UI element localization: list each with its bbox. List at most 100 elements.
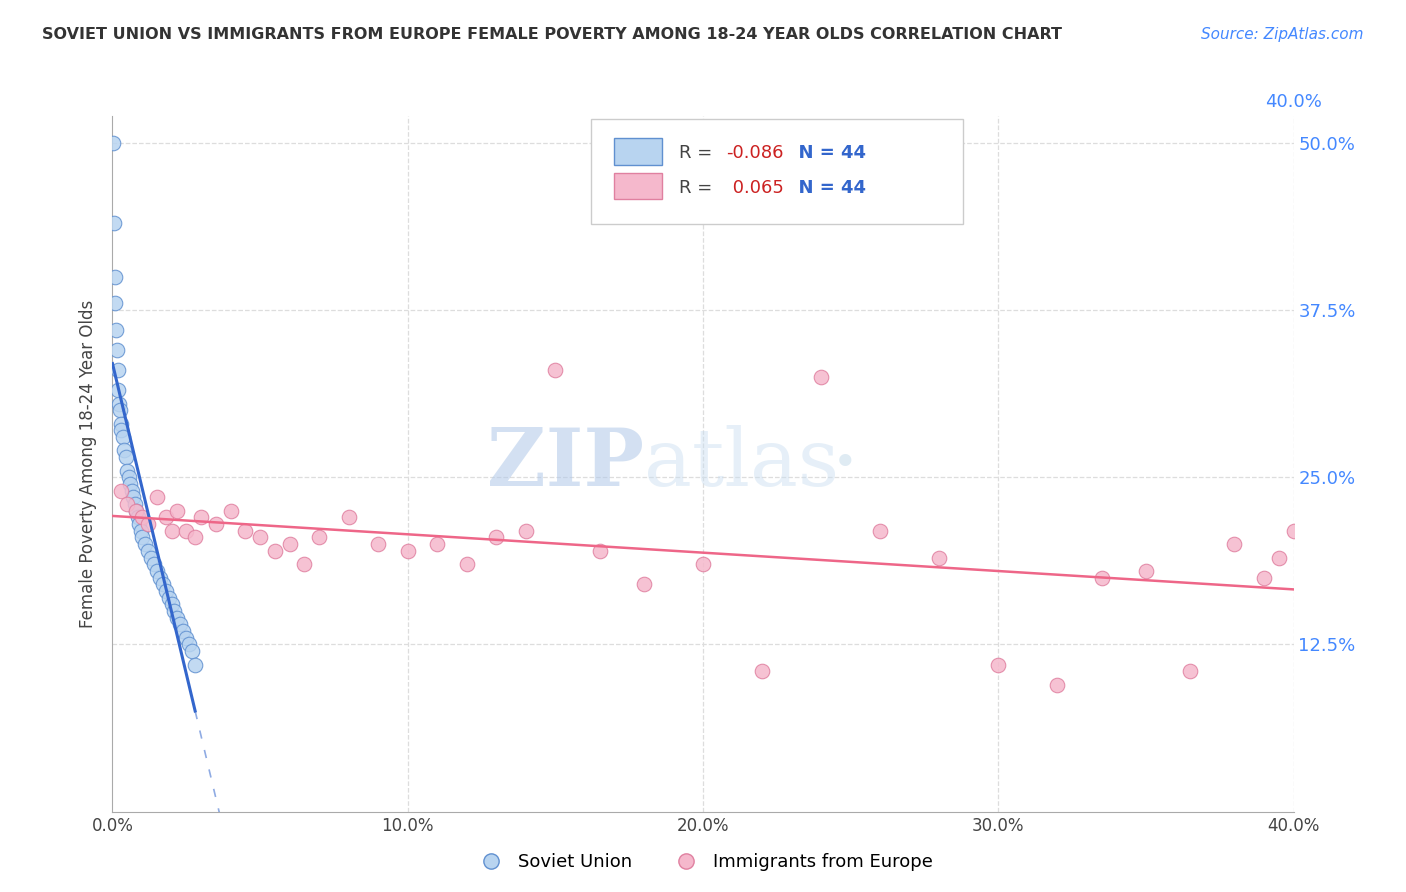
Point: [1268, 550, 1291, 565]
Point: [124, 497, 146, 511]
Text: N = 44: N = 44: [786, 178, 866, 196]
Point: [139, 550, 162, 565]
Point: [125, 503, 148, 517]
Point: [1135, 564, 1157, 578]
Text: N = 44: N = 44: [786, 144, 866, 161]
Point: [174, 524, 197, 538]
Point: [337, 510, 360, 524]
Point: [179, 637, 201, 651]
Point: [125, 503, 148, 517]
Point: [190, 510, 212, 524]
Point: [1046, 678, 1069, 692]
Point: [169, 617, 191, 632]
Point: [129, 524, 152, 538]
Point: [160, 598, 183, 612]
Point: [1282, 524, 1305, 538]
Point: [105, 343, 128, 358]
Point: [103, 216, 125, 230]
Point: [233, 524, 256, 538]
Point: [114, 450, 136, 464]
Text: SOVIET UNION VS IMMIGRANTS FROM EUROPE FEMALE POVERTY AMONG 18-24 YEAR OLDS CORR: SOVIET UNION VS IMMIGRANTS FROM EUROPE F…: [42, 27, 1062, 42]
Point: [152, 577, 174, 591]
Text: R =: R =: [679, 144, 718, 161]
Point: [515, 524, 537, 538]
Point: [112, 443, 135, 458]
Point: [117, 464, 138, 478]
Point: [485, 530, 508, 544]
Text: •: •: [832, 442, 858, 485]
Point: [104, 296, 127, 310]
Point: [105, 323, 128, 337]
Point: [219, 503, 242, 517]
Point: [544, 363, 567, 377]
Point: [810, 369, 832, 384]
Point: [174, 631, 197, 645]
Point: [181, 644, 204, 658]
Point: [108, 396, 131, 410]
Text: ZIP: ZIP: [486, 425, 644, 503]
Point: [184, 530, 207, 544]
Point: [111, 430, 134, 444]
Point: [987, 657, 1010, 672]
Text: 0.065: 0.065: [727, 178, 783, 196]
Point: [157, 591, 180, 605]
Point: [1180, 664, 1202, 678]
Point: [264, 543, 287, 558]
Point: [751, 664, 773, 678]
Point: [163, 604, 186, 618]
Point: [367, 537, 389, 551]
Point: [110, 424, 132, 438]
Point: [155, 583, 177, 598]
Point: [110, 483, 132, 498]
Point: [278, 537, 301, 551]
Point: [160, 524, 183, 538]
Point: [131, 510, 153, 524]
Point: [1223, 537, 1246, 551]
Text: Source: ZipAtlas.com: Source: ZipAtlas.com: [1201, 27, 1364, 42]
Point: [127, 510, 149, 524]
Point: [588, 543, 610, 558]
Point: [426, 537, 449, 551]
Point: [142, 557, 165, 572]
Point: [110, 417, 132, 431]
FancyBboxPatch shape: [614, 173, 662, 200]
Text: atlas: atlas: [644, 425, 839, 503]
Point: [134, 537, 156, 551]
Point: [692, 557, 714, 572]
Point: [869, 524, 891, 538]
FancyBboxPatch shape: [591, 120, 963, 224]
Point: [121, 483, 143, 498]
Point: [107, 384, 129, 398]
Text: -0.086: -0.086: [727, 144, 785, 161]
Point: [633, 577, 655, 591]
Point: [308, 530, 330, 544]
Point: [146, 564, 169, 578]
Point: [136, 516, 159, 531]
Point: [120, 476, 142, 491]
Point: [149, 571, 172, 585]
Point: [108, 403, 131, 417]
Point: [122, 490, 145, 504]
Point: [292, 557, 315, 572]
Point: [155, 510, 177, 524]
Point: [205, 516, 228, 531]
Text: R =: R =: [679, 178, 718, 196]
Point: [396, 543, 419, 558]
Point: [104, 269, 127, 284]
Point: [184, 657, 207, 672]
Point: [146, 490, 169, 504]
Y-axis label: Female Poverty Among 18-24 Year Olds: Female Poverty Among 18-24 Year Olds: [79, 300, 97, 628]
Point: [117, 497, 138, 511]
Point: [928, 550, 950, 565]
Point: [166, 503, 188, 517]
Point: [131, 530, 153, 544]
Point: [1253, 571, 1275, 585]
Point: [101, 136, 124, 150]
FancyBboxPatch shape: [614, 138, 662, 165]
Point: [136, 543, 159, 558]
Legend: Soviet Union, Immigrants from Europe: Soviet Union, Immigrants from Europe: [465, 847, 941, 879]
Point: [166, 610, 188, 624]
Point: [456, 557, 478, 572]
Point: [1091, 571, 1114, 585]
Point: [172, 624, 194, 639]
